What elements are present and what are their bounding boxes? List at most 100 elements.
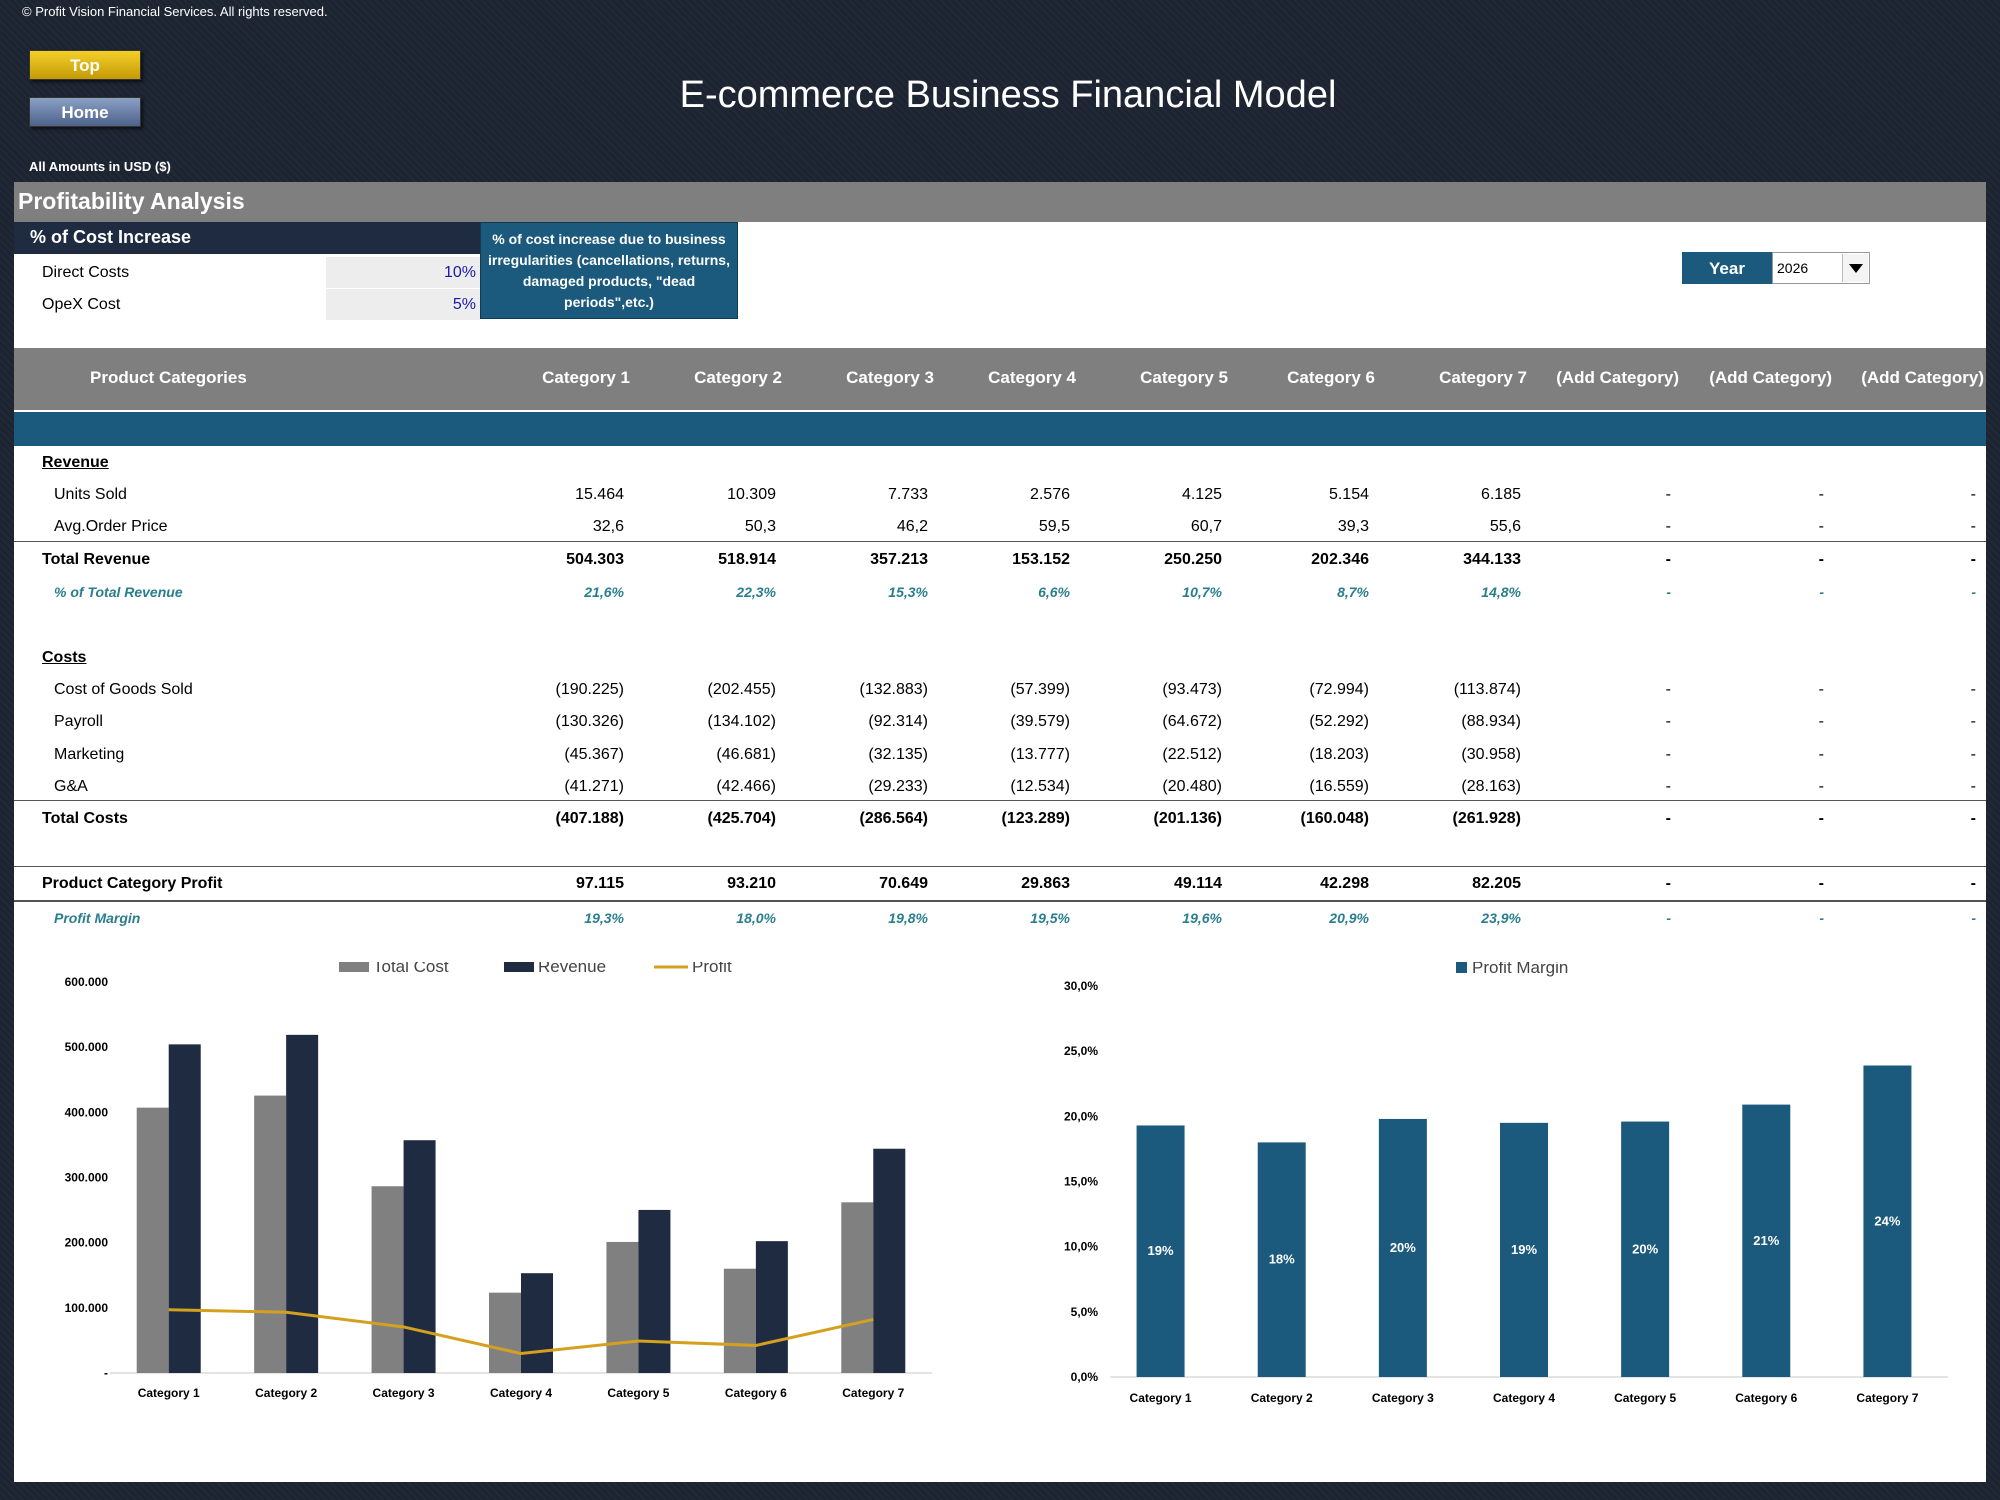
column-header: Category 7 <box>1439 368 1527 387</box>
y-tick-label: 10,0% <box>1064 1240 1098 1254</box>
table-cell: (134.102) <box>707 713 777 730</box>
table-cell: (22.512) <box>1162 746 1222 763</box>
table-cell: 250.250 <box>1164 551 1222 568</box>
table-cell: - <box>1970 810 1976 827</box>
table-cell: (45.367) <box>564 746 624 763</box>
table-cell: (286.564) <box>859 810 929 827</box>
table-cell: 32,6 <box>592 518 624 535</box>
table-row: Total Costs (407.188) (425.704) (286.564) (1… <box>14 810 1986 834</box>
y-tick-label: 200.000 <box>65 1236 109 1250</box>
profit-margin-bar <box>1500 1122 1548 1377</box>
table-cell: (123.289) <box>1001 810 1071 827</box>
table-cell: (113.874) <box>1453 681 1521 698</box>
header-band <box>14 412 1986 446</box>
profit-margin-chart: 0,0% 5,0% 10,0% 15,0% 20,0% 25,0% 30,0% 19% Cate… <box>1064 962 1948 1405</box>
table-cell: (190.225) <box>555 681 625 698</box>
table-cell: - <box>1665 681 1671 698</box>
revenue-bar <box>286 1034 319 1373</box>
top-button[interactable]: Top <box>29 50 141 80</box>
direct-costs-input[interactable]: 10% <box>326 257 480 288</box>
section-header: Profitability Analysis <box>14 182 1986 222</box>
table-cell: - <box>1819 584 1824 600</box>
x-tick-label: Category 5 <box>607 1386 669 1400</box>
row-label: Product Category Profit <box>42 875 223 892</box>
table-cell: - <box>1665 810 1671 827</box>
table-cell: - <box>1970 486 1976 503</box>
column-header: Category 5 <box>1140 368 1228 387</box>
table-cell: 10,7% <box>1182 584 1222 600</box>
profit-margin-bar <box>1863 1065 1912 1377</box>
table-cell: 49.114 <box>1173 875 1222 892</box>
year-value: 2026 <box>1777 260 1809 276</box>
y-tick-label: 300.000 <box>65 1171 109 1185</box>
row-label: Units Sold <box>54 486 127 503</box>
cost-increase-note: % of cost increase due to business irreg… <box>480 222 738 319</box>
total-cost-bar <box>371 1186 404 1373</box>
cost-increase-header: % of Cost Increase <box>14 222 480 254</box>
year-label: Year <box>1682 252 1772 284</box>
table-cell: 60,7 <box>1190 518 1222 535</box>
table-row: Marketing (45.367) (46.681) (32.135) (13.777… <box>14 746 1986 770</box>
table-cell: 19,3% <box>584 910 624 926</box>
column-header: (Add Category) <box>1556 368 1679 387</box>
chevron-down-icon[interactable] <box>1842 254 1868 282</box>
column-header: Category 1 <box>542 368 630 387</box>
product-categories-header: Product Categories <box>90 368 247 387</box>
table-cell: 518.914 <box>718 551 776 568</box>
data-label: 24% <box>1874 1213 1900 1228</box>
row-label: Total Costs <box>42 810 128 827</box>
x-tick-label: Category 7 <box>842 1386 904 1400</box>
column-header: (Add Category) <box>1709 368 1832 387</box>
home-button[interactable]: Home <box>29 97 141 127</box>
table-cell: (425.704) <box>707 810 777 827</box>
opex-cost-label: OpeX Cost <box>42 296 121 313</box>
legend-swatch-profit-margin <box>1456 962 1467 973</box>
table-cell: - <box>1665 875 1671 892</box>
y-tick-label: 25,0% <box>1064 1044 1098 1058</box>
table-cell: - <box>1971 584 1976 600</box>
divider <box>14 800 1986 801</box>
table-cell: (42.466) <box>716 778 776 795</box>
row-label: G&A <box>54 778 88 795</box>
table-cell: - <box>1818 746 1824 763</box>
x-tick-label: Category 6 <box>725 1386 787 1400</box>
table-cell: - <box>1970 746 1976 763</box>
table-cell: - <box>1818 518 1824 535</box>
table-cell: (261.928) <box>1452 810 1522 827</box>
table-cell: - <box>1970 713 1976 730</box>
table-row: G&A (41.271) (42.466) (29.233) (12.534) (20.4… <box>14 778 1986 802</box>
total-cost-bar <box>489 1292 521 1373</box>
currency-label: All Amounts in USD ($) <box>29 159 171 174</box>
table-cell: 4.125 <box>1181 486 1222 503</box>
year-dropdown[interactable]: 2026 <box>1772 252 1870 284</box>
data-label: 19% <box>1511 1242 1537 1257</box>
table-cell: (39.579) <box>1010 713 1070 730</box>
table-cell: - <box>1818 875 1824 892</box>
table-cell: 18,0% <box>736 910 776 926</box>
total-cost-bar <box>841 1202 874 1373</box>
y-tick-label: 400.000 <box>65 1105 109 1119</box>
table-cell: 153.152 <box>1012 551 1070 568</box>
table-cell: - <box>1818 810 1824 827</box>
table-cell: (30.958) <box>1461 746 1521 763</box>
x-tick-label: Category 4 <box>1493 1391 1555 1405</box>
column-header: Category 4 <box>988 368 1076 387</box>
profit-margin-bar <box>1378 1118 1427 1377</box>
profit-margin-bar <box>1621 1121 1670 1377</box>
revenue-bar <box>168 1044 201 1373</box>
divider <box>14 541 1986 542</box>
table-cell: - <box>1665 551 1671 568</box>
legend-label: Profit Margin <box>1472 962 1568 977</box>
table-row: Cost of Goods Sold (190.225) (202.455) (132… <box>14 681 1986 705</box>
y-tick-label: 20,0% <box>1064 1109 1098 1123</box>
table-cell: 8,7% <box>1337 584 1369 600</box>
table-cell: 93.210 <box>727 875 776 892</box>
table-header: Product Categories Category 1 Category 2 C… <box>14 348 1986 410</box>
y-tick-label: 100.000 <box>65 1301 109 1315</box>
opex-cost-input[interactable]: 5% <box>326 289 480 320</box>
table-cell: - <box>1818 551 1824 568</box>
table-cell: (407.188) <box>555 810 625 827</box>
table-cell: - <box>1971 910 1976 926</box>
table-cell: 5.154 <box>1328 486 1369 503</box>
table-cell: (160.048) <box>1300 810 1370 827</box>
